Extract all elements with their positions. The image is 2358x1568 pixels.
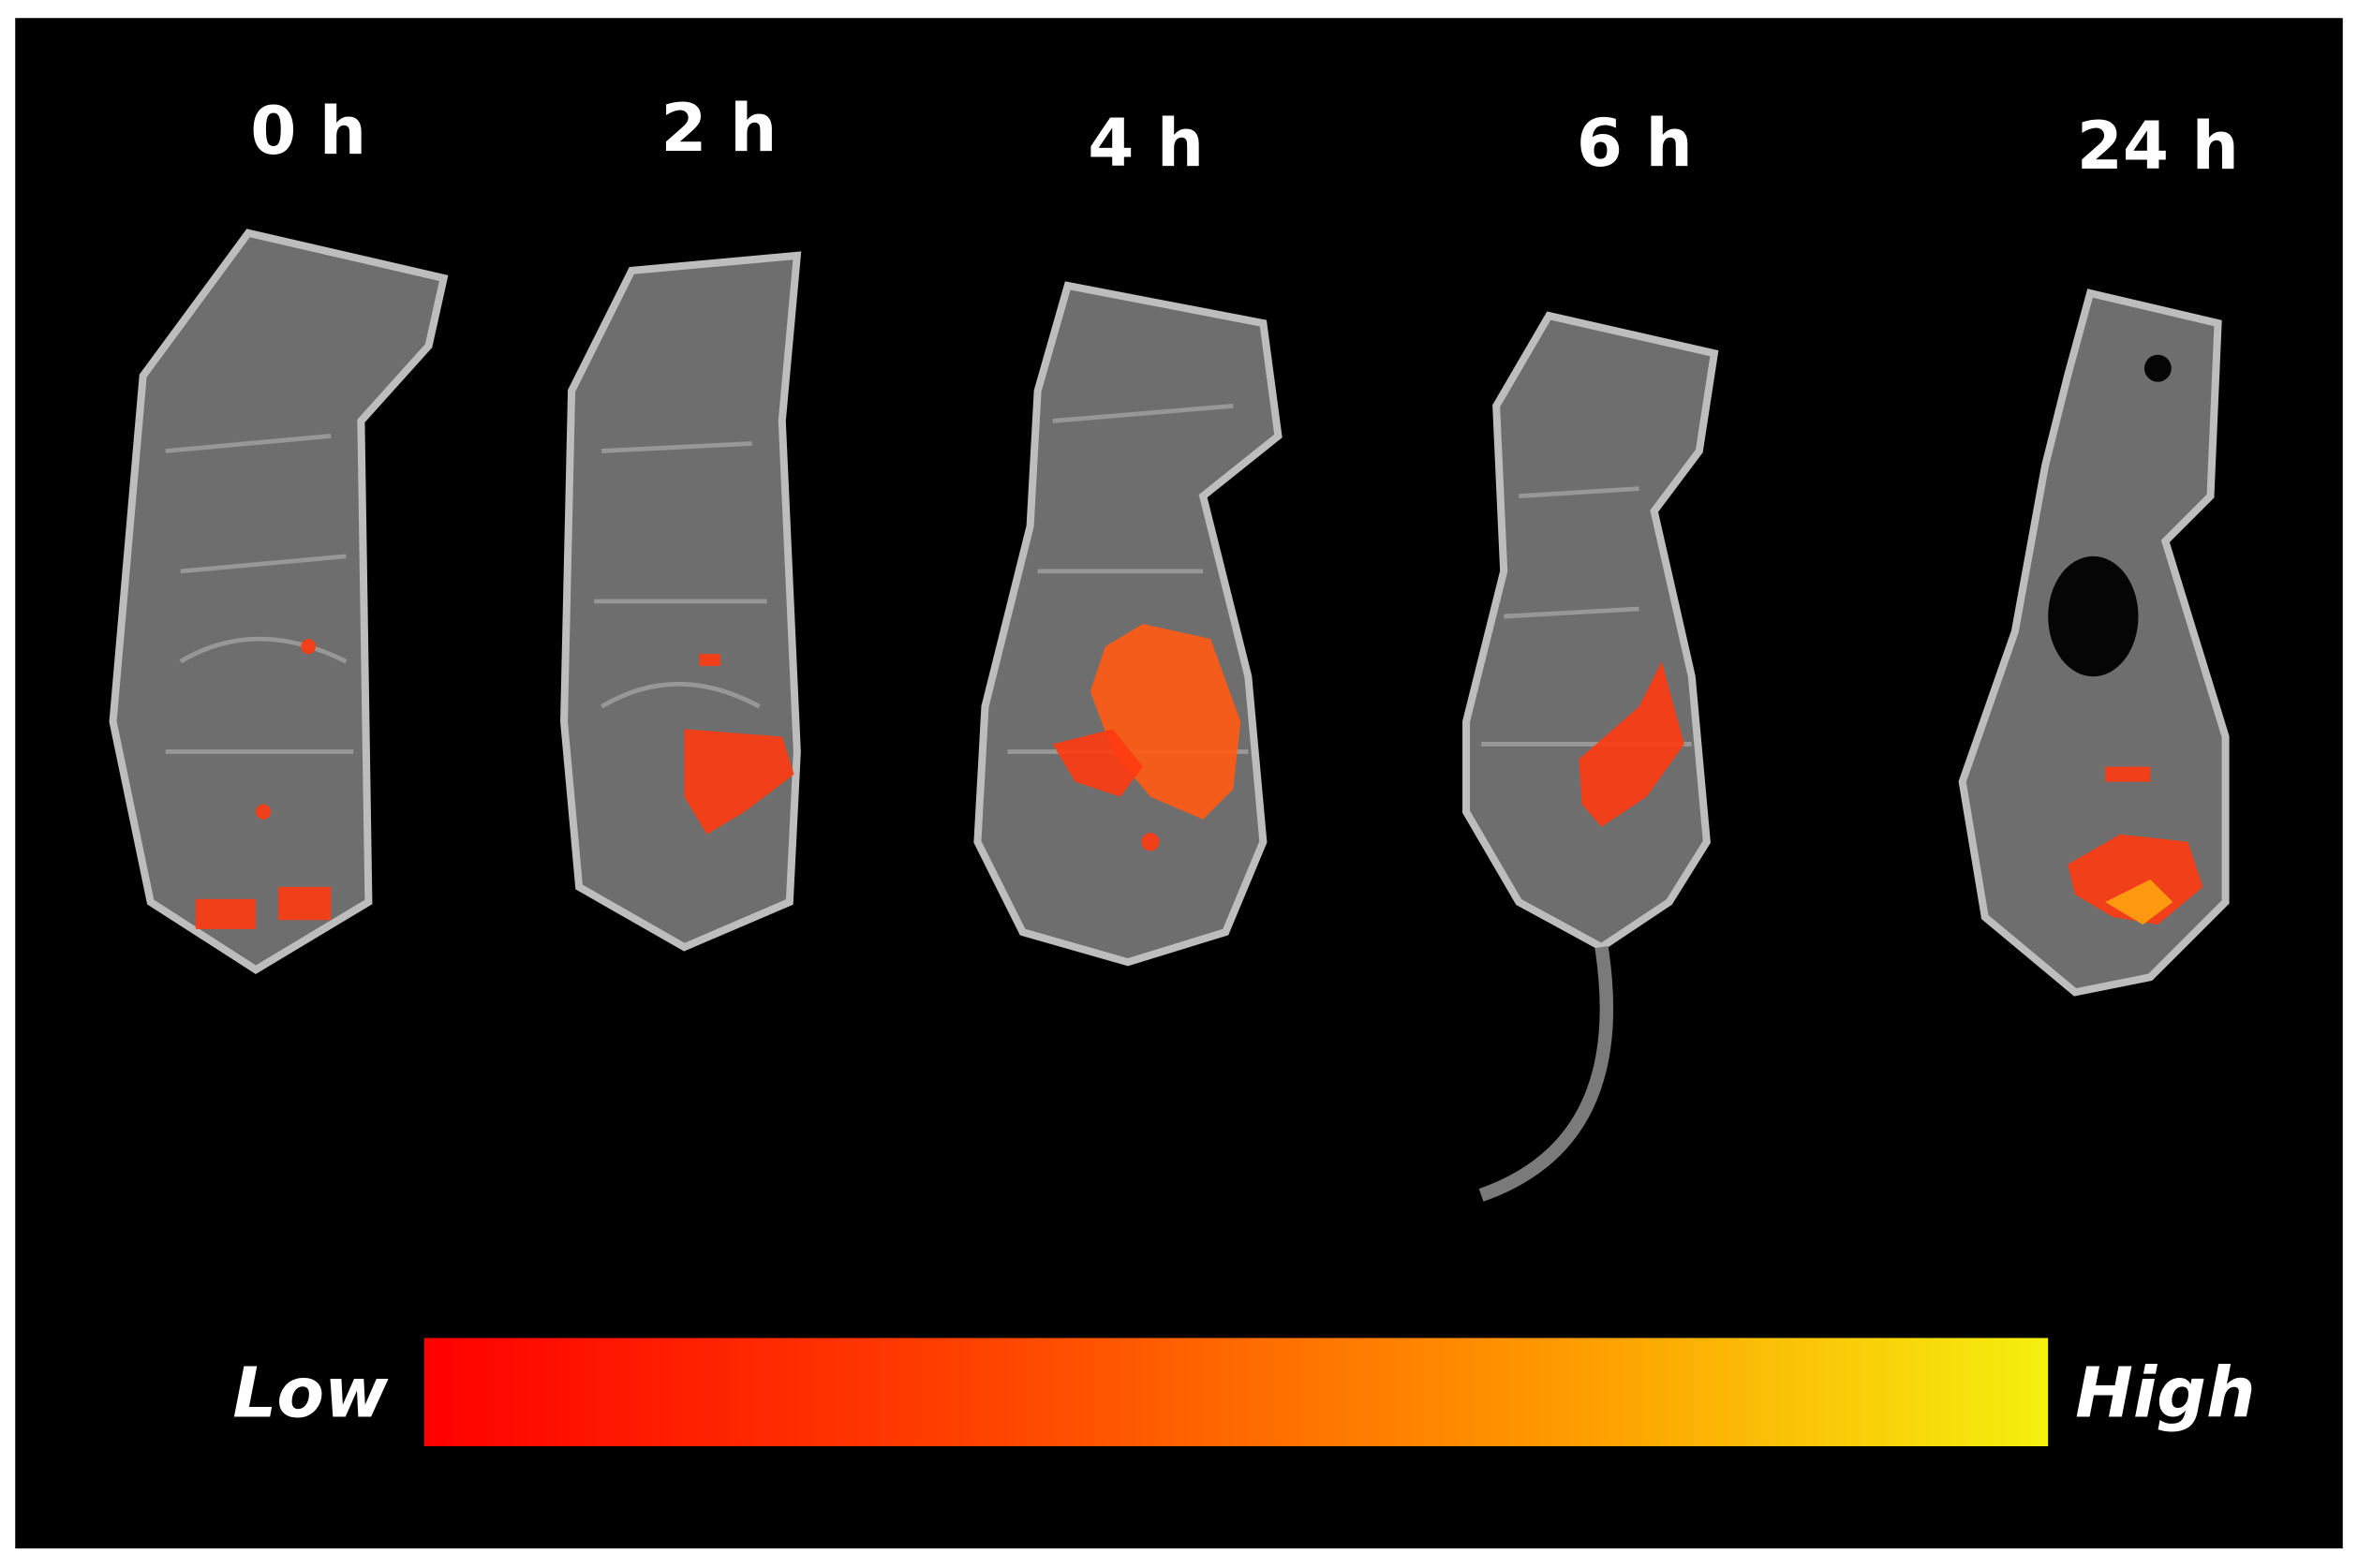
time-label: 2 h	[660, 89, 777, 167]
mouse-2h	[560, 251, 802, 952]
anatomy	[165, 434, 354, 754]
signal	[1141, 833, 1160, 851]
signal	[684, 729, 794, 835]
signal	[1579, 661, 1684, 827]
signal	[2105, 879, 2173, 925]
mouse-body	[1462, 311, 1719, 952]
mouse-body	[109, 229, 449, 974]
signal	[278, 886, 332, 921]
signal	[2105, 766, 2151, 782]
time-label: 6 h	[1577, 104, 1693, 182]
signal	[195, 898, 257, 929]
scale-low: Low	[232, 1354, 389, 1434]
mouse-24h	[1958, 288, 2230, 997]
mouse-images	[109, 229, 2230, 1202]
signal	[1052, 729, 1143, 797]
signal	[301, 639, 317, 655]
mouse-6h	[1462, 311, 1719, 1202]
color-bar	[423, 1338, 2049, 1446]
anatomy	[594, 441, 767, 709]
time-labels: 0 h 2 h 4 h 6 h 24 h	[250, 89, 2239, 185]
cavity	[2048, 555, 2139, 677]
signal	[256, 804, 272, 820]
signal	[1090, 624, 1241, 820]
time-label: 24 h	[2077, 107, 2239, 185]
cavity	[2143, 354, 2172, 382]
scale-high: High	[2075, 1354, 2255, 1434]
signal	[699, 654, 720, 667]
mouse-4h	[973, 281, 1283, 967]
mouse-0h	[109, 229, 449, 974]
time-label: 0 h	[250, 92, 366, 170]
tail	[1478, 946, 1614, 1202]
time-label: 4 h	[1088, 104, 1204, 182]
